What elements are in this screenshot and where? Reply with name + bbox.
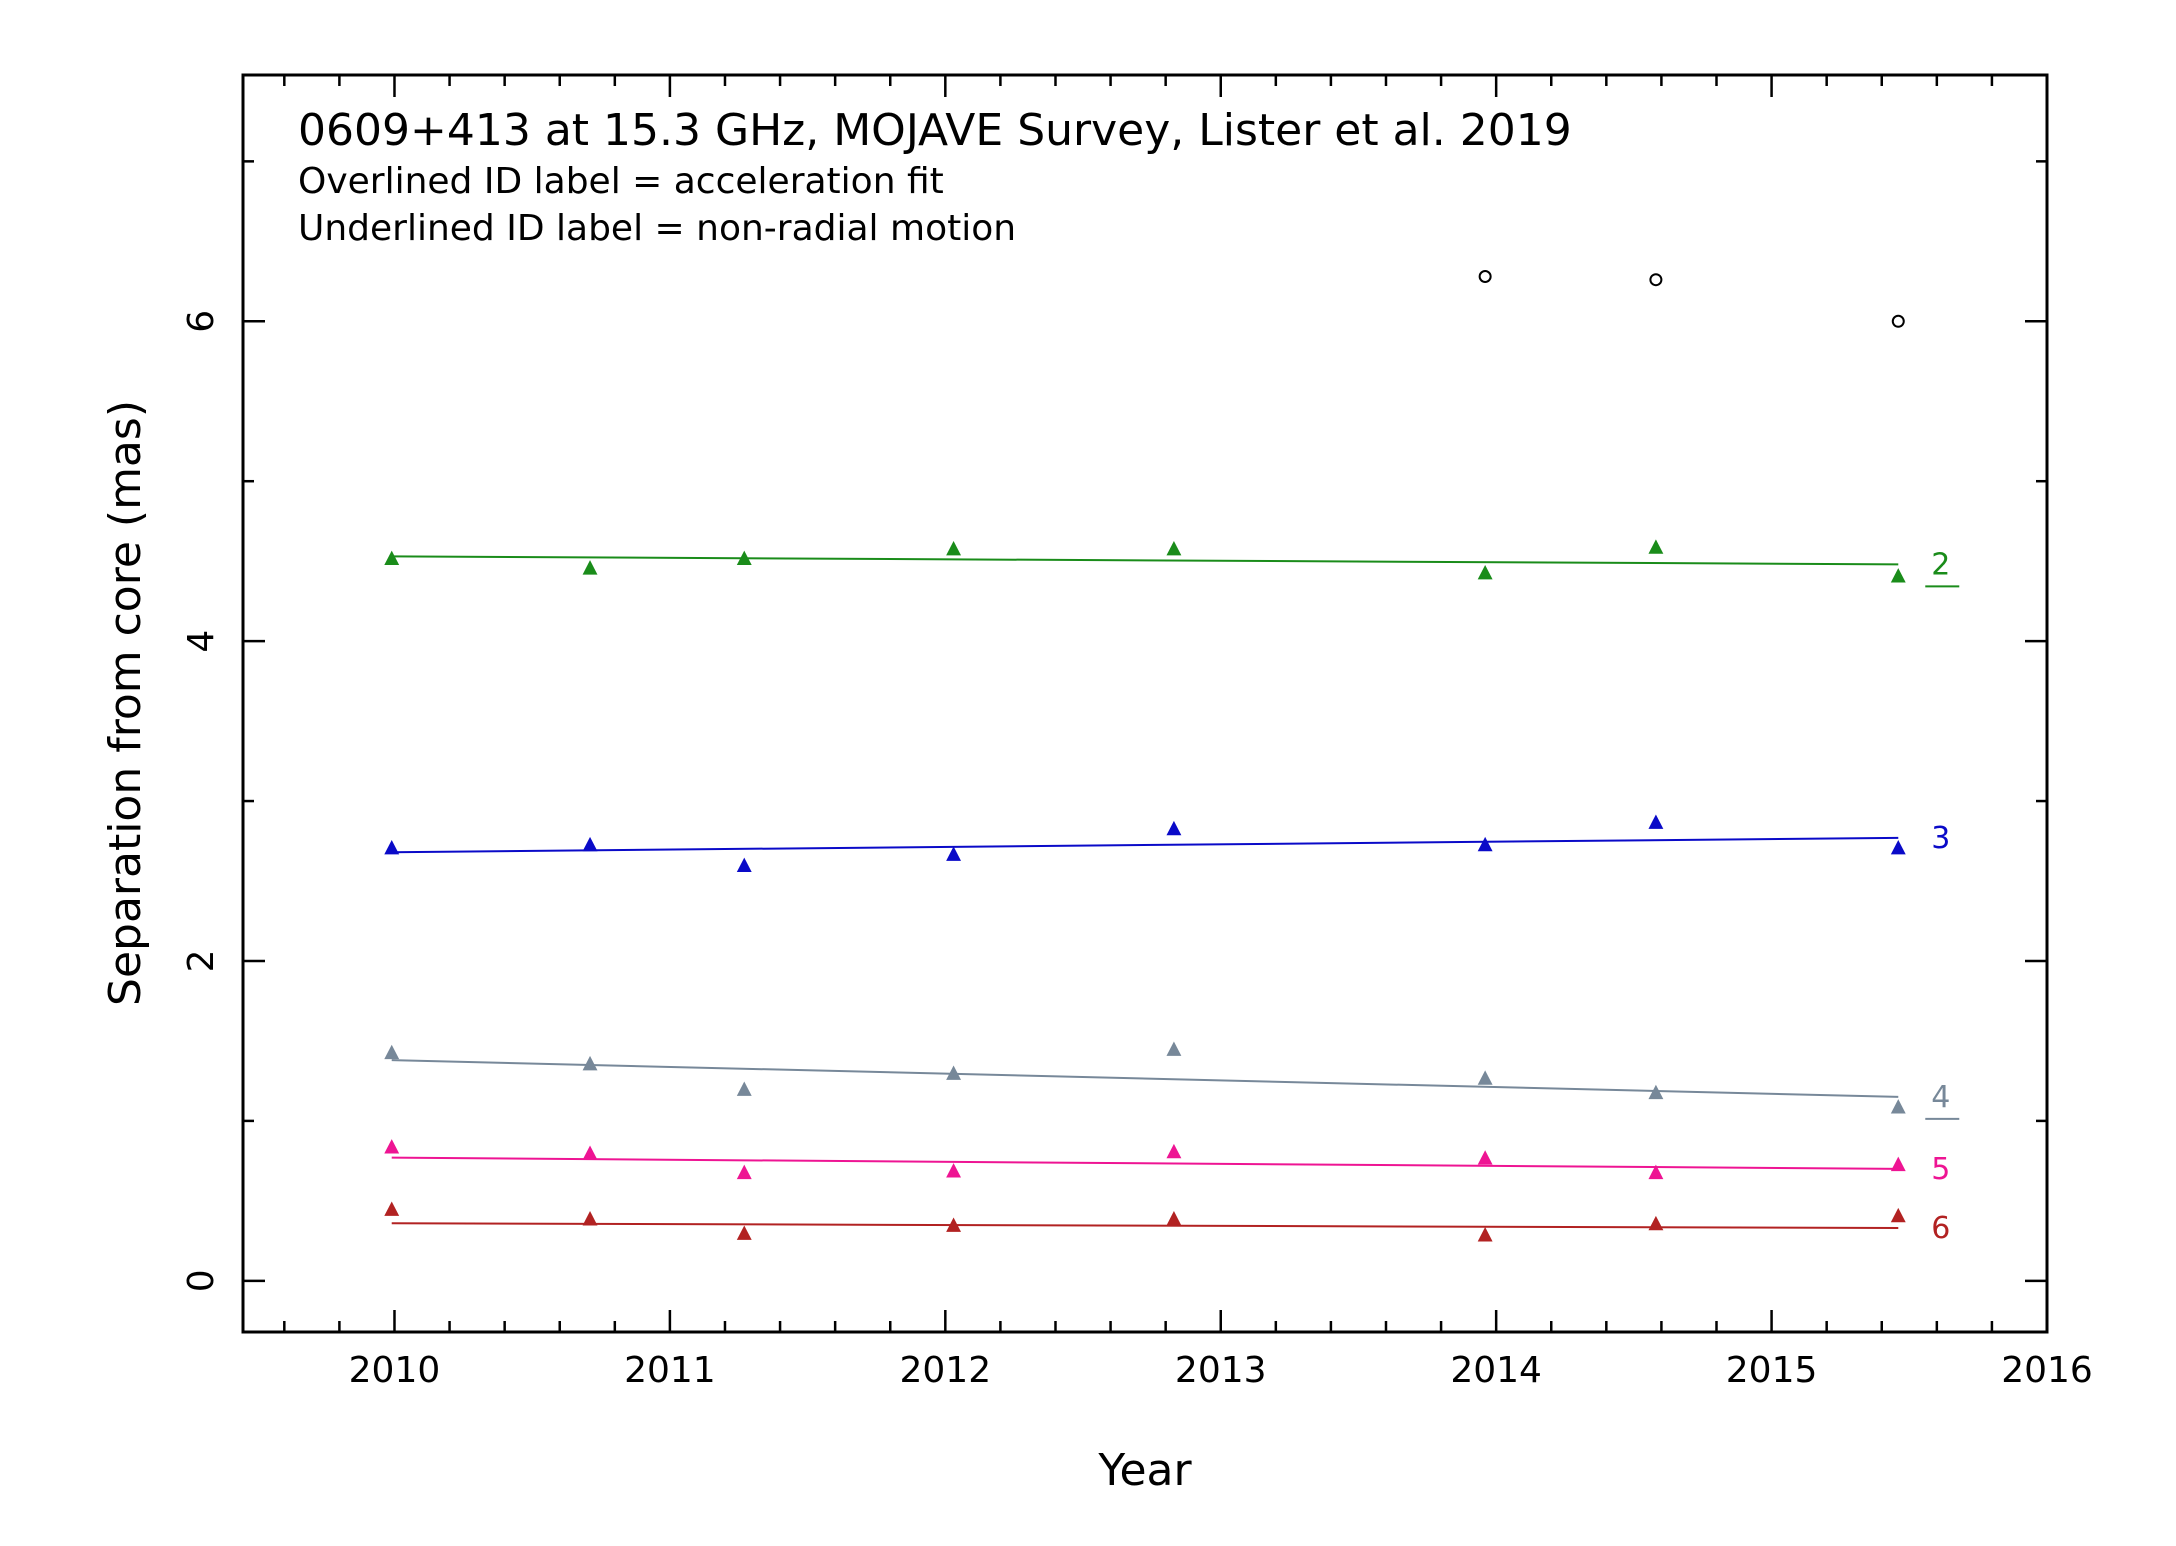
x-tick-label: 2011 (624, 1350, 716, 1391)
data-point-2 (736, 550, 752, 565)
data-point-4 (1890, 1099, 1906, 1114)
open-circle-point (1891, 314, 1905, 328)
data-point-3 (736, 857, 752, 873)
data-point-6 (384, 1201, 400, 1216)
data-point-2 (384, 550, 400, 565)
series-label-5: 5 (1931, 1152, 1950, 1187)
data-point-3 (384, 840, 400, 855)
data-point-5 (1890, 1156, 1906, 1172)
data-point-4 (736, 1081, 752, 1096)
data-point-6 (1648, 1215, 1664, 1231)
data-point-6 (736, 1225, 752, 1240)
data-point-6 (1477, 1227, 1493, 1242)
fit-lines (391, 555, 1899, 1230)
x-tick-label: 2012 (900, 1350, 992, 1391)
x-tick-label: 2016 (2001, 1350, 2093, 1391)
data-point-3 (582, 836, 598, 852)
series-labels: 2 3 4 5 6 (1925, 547, 1960, 1246)
data-point-2 (946, 540, 962, 556)
data-point-4 (582, 1055, 598, 1071)
data-point-3 (1648, 814, 1664, 829)
data-point-2 (582, 560, 598, 575)
chart-title: 0609+413 at 15.3 GHz, MOJAVE Survey, Lis… (298, 105, 1572, 156)
data-point-5 (736, 1164, 752, 1180)
x-tick-label: 2015 (1726, 1350, 1818, 1391)
data-point-5 (1648, 1164, 1664, 1180)
y-tick-label: 2 (181, 950, 222, 973)
data-point-3 (1890, 840, 1906, 855)
fit-line-2 (391, 555, 1899, 566)
data-point-5 (384, 1139, 400, 1154)
x-tick-label: 2010 (349, 1350, 441, 1391)
x-tick-label: 2014 (1450, 1350, 1542, 1391)
fit-line-4 (391, 1059, 1899, 1098)
series-label-6: 6 (1931, 1211, 1950, 1246)
data-points (384, 270, 1906, 1242)
data-point-6 (1890, 1207, 1906, 1223)
data-point-4 (1166, 1041, 1182, 1056)
data-point-4 (1477, 1070, 1493, 1085)
data-point-6 (1166, 1211, 1182, 1226)
data-point-2 (1890, 568, 1906, 583)
data-point-5 (1477, 1150, 1493, 1165)
y-tick-label: 4 (181, 630, 222, 653)
open-circle-point (1649, 273, 1663, 287)
data-point-5 (946, 1163, 962, 1178)
y-axis-label: Separation from core (mas) (100, 400, 151, 1006)
data-point-2 (1648, 539, 1664, 554)
tick-labels: 2010 2011 2012 2013 2014 2015 2016 0 2 4 6 (181, 310, 2093, 1391)
axis-ticks (243, 75, 2049, 1332)
series-label-2: 2 (1931, 547, 1950, 582)
fit-line-5 (391, 1156, 1899, 1170)
x-tick-label: 2013 (1175, 1350, 1267, 1391)
y-tick-label: 0 (181, 1269, 222, 1292)
data-point-2 (1166, 540, 1182, 556)
series-label-3: 3 (1931, 821, 1950, 856)
data-point-4 (1648, 1084, 1664, 1100)
data-point-6 (946, 1217, 962, 1232)
data-point-5 (582, 1145, 598, 1160)
series-label-4: 4 (1931, 1080, 1950, 1115)
y-tick-label: 6 (181, 310, 222, 333)
chart-subtitle-1: Overlined ID label = acceleration fit (298, 161, 944, 202)
data-point-2 (1477, 564, 1493, 580)
fit-line-3 (391, 836, 1899, 854)
data-point-3 (1166, 820, 1182, 836)
plot-frame (241, 73, 2049, 1334)
chart-subtitle-2: Underlined ID label = non-radial motion (298, 208, 1016, 249)
data-point-3 (946, 846, 962, 861)
data-point-5 (1166, 1143, 1182, 1159)
x-axis-label: Year (1097, 1445, 1192, 1496)
fit-line-6 (391, 1222, 1899, 1230)
data-point-4 (384, 1044, 400, 1060)
data-point-6 (582, 1211, 598, 1226)
open-circle-point (1478, 270, 1492, 284)
data-point-3 (1477, 836, 1493, 852)
data-point-4 (946, 1065, 962, 1080)
